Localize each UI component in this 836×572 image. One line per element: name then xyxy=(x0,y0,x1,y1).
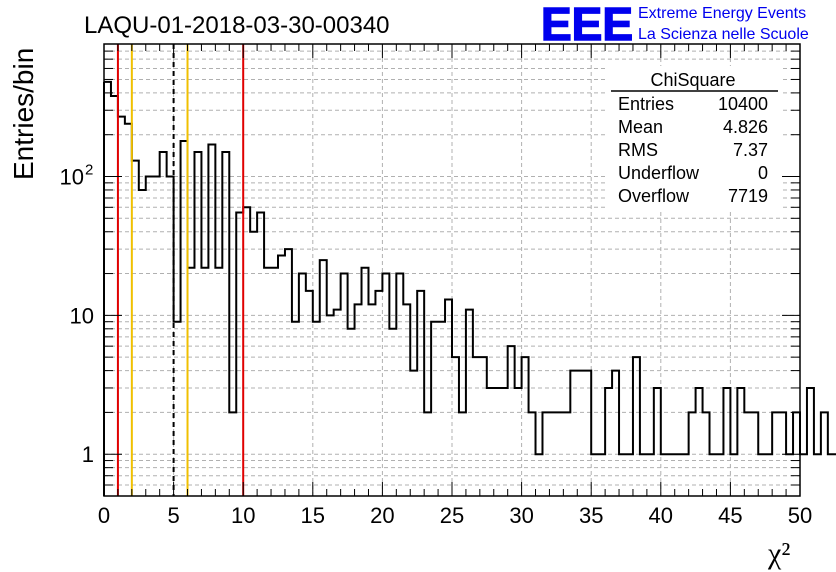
y-axis-label: Entries/bin xyxy=(8,48,39,180)
stats-value: 7.37 xyxy=(733,140,768,160)
x-tick-label: 30 xyxy=(509,503,533,528)
stats-label: Underflow xyxy=(618,163,700,183)
x-tick-label: 50 xyxy=(788,503,812,528)
y-tick-label: 10 xyxy=(60,164,84,189)
axis-ticks xyxy=(103,43,801,497)
x-tick-label: 20 xyxy=(370,503,394,528)
y-tick-label: 1 xyxy=(82,442,94,467)
eee-logo-line1: Extreme Energy Events xyxy=(638,5,806,22)
stats-value: 7719 xyxy=(728,186,768,206)
stats-label: Entries xyxy=(618,94,674,114)
x-tick-label: 5 xyxy=(167,503,179,528)
x-axis-label: χ² xyxy=(767,537,790,570)
threshold-lines xyxy=(116,44,245,496)
eee-logo-text: EEE xyxy=(541,0,633,50)
y-tick-label: 10 xyxy=(70,303,94,328)
stats-label: RMS xyxy=(618,140,658,160)
stats-value: 10400 xyxy=(718,94,768,114)
y-tick-exponent: 2 xyxy=(85,161,93,178)
eee-logo: EEE Extreme Energy Events La Scienza nel… xyxy=(540,0,809,51)
eee-logo-line2: La Scienza nelle Scuole xyxy=(638,26,809,43)
x-tick-label: 15 xyxy=(301,503,325,528)
chart-title: LAQU-01-2018-03-30-00340 xyxy=(84,12,390,39)
stats-label: Overflow xyxy=(618,186,690,206)
x-tick-label: 40 xyxy=(649,503,673,528)
x-tick-label: 35 xyxy=(579,503,603,528)
stats-value: 0 xyxy=(758,163,768,183)
stats-box: ChiSquare Entries 10400 Mean 4.826 RMS 7.37 Und… xyxy=(608,66,780,212)
x-tick-label: 10 xyxy=(231,503,255,528)
x-tick-label: 0 xyxy=(98,503,110,528)
stats-value: 4.826 xyxy=(723,117,768,137)
stats-title: ChiSquare xyxy=(650,70,735,90)
stats-label: Mean xyxy=(618,117,663,137)
x-tick-label: 25 xyxy=(440,503,464,528)
x-tick-label: 45 xyxy=(718,503,742,528)
